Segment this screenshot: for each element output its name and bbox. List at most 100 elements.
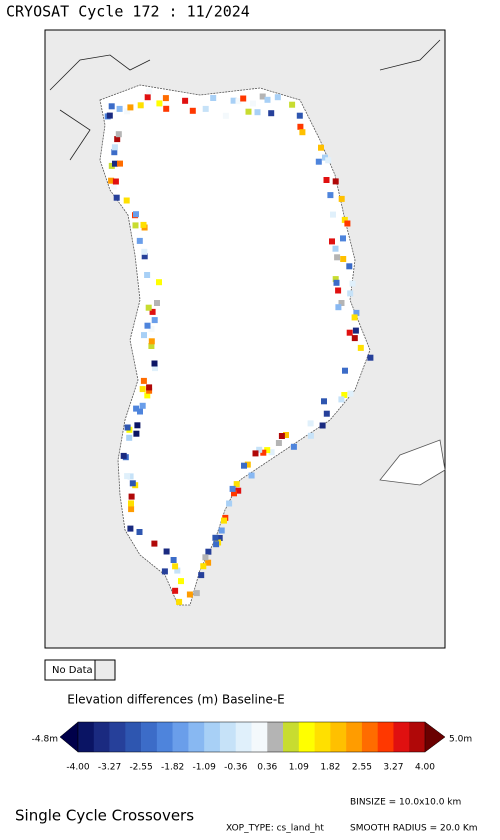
data-bin bbox=[141, 332, 147, 339]
data-bin bbox=[148, 325, 155, 332]
data-bin bbox=[116, 105, 123, 112]
colorbar-tick-label: -2.55 bbox=[129, 763, 152, 773]
data-bin bbox=[133, 405, 140, 412]
data-bin bbox=[133, 430, 140, 437]
caption: Single Cycle Crossovers bbox=[15, 807, 194, 825]
data-bin bbox=[338, 300, 345, 306]
data-bin bbox=[346, 329, 353, 336]
data-bin bbox=[218, 527, 225, 534]
data-bin bbox=[275, 440, 282, 446]
data-bin bbox=[342, 367, 348, 374]
colorbar-segment bbox=[141, 722, 158, 752]
data-bin bbox=[245, 108, 252, 115]
data-bin bbox=[176, 598, 183, 605]
colorbar-segment bbox=[109, 722, 126, 752]
data-bin bbox=[338, 195, 345, 202]
data-bin bbox=[178, 578, 184, 585]
colorbar-tick-label: 2.55 bbox=[352, 763, 372, 773]
data-bin bbox=[140, 377, 147, 384]
data-bin bbox=[230, 97, 237, 104]
data-bin bbox=[212, 534, 219, 541]
data-bin bbox=[148, 338, 155, 345]
data-bin bbox=[137, 408, 143, 415]
data-bin bbox=[136, 529, 143, 535]
data-bin bbox=[124, 108, 131, 115]
data-bin bbox=[235, 487, 242, 494]
data-bin bbox=[268, 449, 275, 456]
data-bin bbox=[221, 517, 227, 524]
interior bbox=[160, 170, 300, 470]
data-bin bbox=[148, 343, 155, 349]
data-bin bbox=[296, 112, 303, 119]
data-bin bbox=[323, 177, 330, 183]
title: CRYOSAT Cycle 172 : 11/2024 bbox=[6, 3, 250, 21]
no-data-label: No Data bbox=[52, 665, 93, 676]
data-bin bbox=[235, 98, 242, 105]
data-bin bbox=[226, 500, 233, 507]
colorbar-tick-label: 0.36 bbox=[257, 763, 277, 773]
data-bin bbox=[146, 387, 153, 394]
data-bin bbox=[256, 446, 263, 453]
data-bin bbox=[193, 590, 200, 597]
data-bin bbox=[151, 360, 158, 367]
data-bin bbox=[162, 95, 169, 102]
data-bin bbox=[151, 540, 158, 547]
coastline bbox=[49, 39, 441, 161]
data-bin bbox=[111, 149, 118, 156]
colorbar-tick-label: -4.00 bbox=[66, 763, 90, 773]
data-bin bbox=[222, 112, 229, 119]
colorbar-border bbox=[77, 721, 426, 753]
data-bin bbox=[152, 365, 158, 372]
colorbar-tick-label: -1.82 bbox=[161, 763, 184, 773]
data-bin bbox=[141, 248, 148, 255]
colorbar-under bbox=[59, 721, 79, 753]
data-bin bbox=[108, 103, 115, 110]
data-bin bbox=[264, 447, 271, 454]
data-bin bbox=[330, 211, 336, 218]
data-bin bbox=[231, 490, 237, 497]
data-bin bbox=[344, 220, 351, 227]
data-bin bbox=[274, 94, 281, 101]
data-bin bbox=[144, 392, 151, 399]
data-bin bbox=[151, 317, 158, 324]
data-bin bbox=[283, 432, 289, 438]
colorbar-segment bbox=[267, 722, 284, 752]
data-bin bbox=[144, 94, 151, 101]
colorbar-segment bbox=[283, 722, 300, 752]
data-bin bbox=[346, 263, 353, 270]
colorbar-segment bbox=[346, 722, 363, 752]
data-bin bbox=[134, 422, 141, 429]
colorbar-segment bbox=[172, 722, 189, 752]
data-bin bbox=[106, 112, 113, 119]
data-bin bbox=[341, 392, 348, 398]
data-bin bbox=[146, 88, 153, 95]
colorbar-segment bbox=[156, 722, 173, 752]
max-label: 5.0m bbox=[449, 735, 472, 745]
colorbar-title: Elevation differences (m) Baseline-E bbox=[67, 693, 285, 707]
data-bin bbox=[120, 452, 127, 459]
data-bin bbox=[189, 107, 196, 114]
data-bin bbox=[123, 197, 130, 204]
data-bin bbox=[323, 410, 330, 417]
colorbar-segment bbox=[409, 722, 426, 752]
data-bin bbox=[357, 344, 364, 351]
colorbar-segment bbox=[251, 722, 268, 752]
data-bin bbox=[115, 131, 122, 138]
colorbar-segment bbox=[78, 722, 95, 752]
data-bin bbox=[210, 95, 217, 101]
data-bin bbox=[144, 322, 151, 329]
no-data-swatch bbox=[94, 659, 116, 681]
data-bin bbox=[349, 280, 356, 287]
data-bin bbox=[145, 304, 152, 311]
colorbar-segment bbox=[298, 722, 315, 752]
data-bin bbox=[229, 485, 236, 492]
data-bin bbox=[108, 177, 115, 184]
colorbar-tick-label: 3.27 bbox=[383, 763, 403, 773]
data-bin bbox=[307, 420, 314, 427]
data-bin bbox=[297, 123, 304, 130]
data-bin bbox=[321, 398, 327, 405]
data-bin bbox=[112, 160, 118, 167]
data-bin bbox=[128, 500, 134, 507]
data-bin bbox=[110, 183, 117, 190]
